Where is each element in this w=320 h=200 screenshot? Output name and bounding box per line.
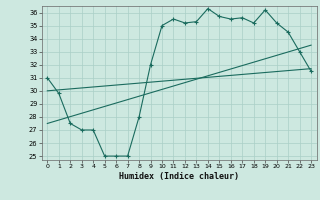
X-axis label: Humidex (Indice chaleur): Humidex (Indice chaleur) xyxy=(119,172,239,181)
